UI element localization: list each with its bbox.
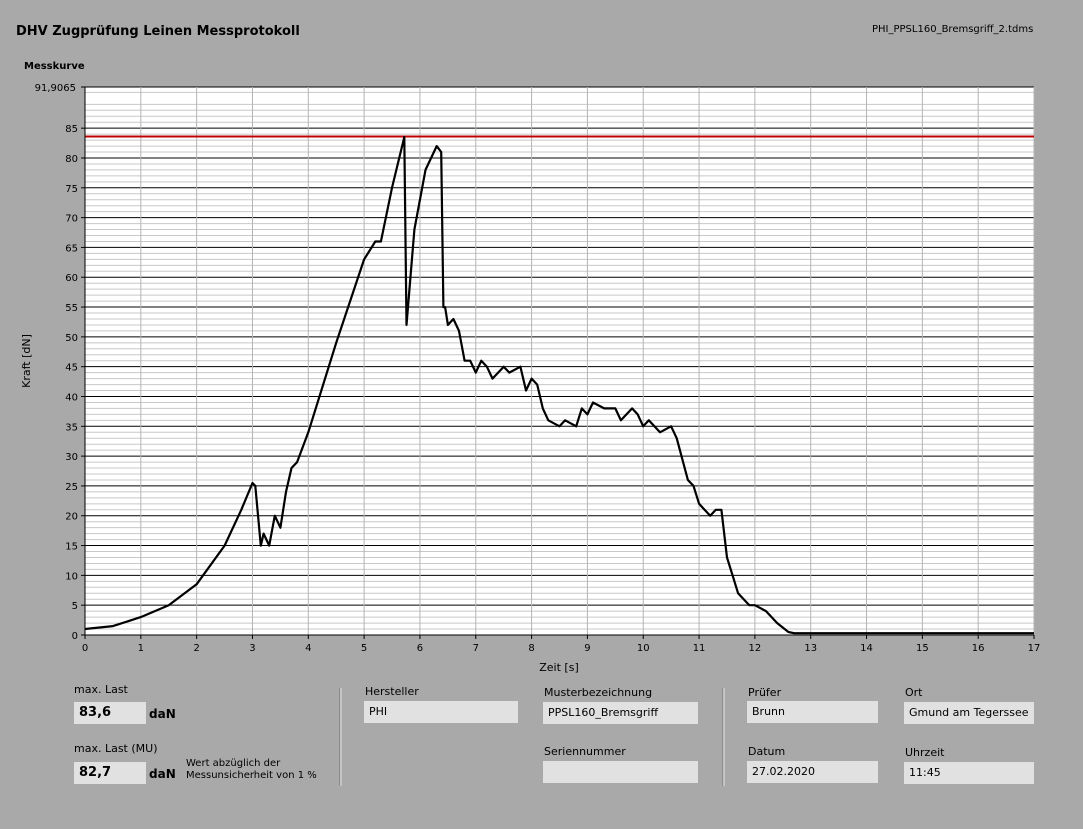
hersteller-label: Hersteller	[365, 685, 419, 698]
x-tick-label: 7	[473, 643, 479, 654]
y-tick-label: 45	[65, 363, 78, 374]
y-tick-label: 5	[72, 601, 78, 612]
file-name: PHI_PPSL160_Bremsgriff_2.tdms	[872, 24, 1034, 35]
curve-label: Messkurve	[24, 61, 85, 72]
y-tick-label: 20	[65, 512, 78, 523]
y-tick-label: 65	[65, 243, 78, 254]
y-tick-label: 85	[65, 124, 78, 135]
x-tick-label: 17	[1028, 643, 1041, 654]
x-tick-label: 2	[193, 643, 199, 654]
x-tick-label: 11	[693, 643, 706, 654]
y-tick-label: 50	[65, 333, 78, 344]
y-tick-label: 30	[65, 452, 78, 463]
x-tick-label: 3	[249, 643, 255, 654]
y-tick-label: 60	[65, 273, 78, 284]
x-tick-label: 1	[138, 643, 144, 654]
max-load-value: 83,6	[74, 702, 146, 724]
y-tick-label: 35	[65, 422, 78, 433]
x-tick-label: 9	[584, 643, 590, 654]
datum-label: Datum	[748, 745, 786, 758]
x-tick-label: 4	[305, 643, 311, 654]
y-tick-label: 40	[65, 392, 78, 403]
y-axis-label: Kraft [dN]	[20, 334, 33, 388]
max-load-mu-label: max. Last (MU)	[74, 742, 158, 755]
y-tick-label: 25	[65, 482, 78, 493]
max-load-label: max. Last	[74, 683, 128, 696]
x-tick-label: 6	[417, 643, 423, 654]
divider	[722, 688, 725, 786]
musterbezeichnung-field[interactable]: PPSL160_Bremsgriff	[543, 702, 698, 724]
max-load-mu-unit: daN	[149, 767, 176, 781]
max-load-unit: daN	[149, 707, 176, 721]
uhrzeit-label: Uhrzeit	[905, 746, 945, 759]
x-axis-label: Zeit [s]	[539, 661, 578, 674]
y-tick-label: 75	[65, 184, 78, 195]
y-tick-label: 70	[65, 214, 78, 225]
page-title: DHV Zugprüfung Leinen Messprotokoll	[16, 24, 300, 39]
y-tick-label: 80	[65, 154, 78, 165]
ort-label: Ort	[905, 686, 923, 699]
x-tick-label: 5	[361, 643, 367, 654]
y-tick-label: 10	[65, 571, 78, 582]
x-tick-label: 13	[804, 643, 817, 654]
y-top-label: 91,9065	[35, 83, 76, 94]
x-tick-label: 12	[749, 643, 762, 654]
datum-field[interactable]: 27.02.2020	[747, 761, 878, 783]
musterbezeichnung-label: Musterbezeichnung	[544, 686, 653, 699]
x-tick-label: 8	[528, 643, 534, 654]
y-tick-label: 15	[65, 542, 78, 553]
max-load-mu-note: Wert abzüglich der Messunsicherheit von …	[186, 758, 317, 781]
uhrzeit-field[interactable]: 11:45	[904, 762, 1034, 784]
pruefer-label: Prüfer	[748, 686, 782, 699]
force-curve	[84, 136, 1034, 635]
major-grid	[85, 86, 1035, 635]
x-tick-labels: 0 1 2 3 4 5 6 7 8 9 10 11 12 13 14 15 16 17	[82, 635, 1041, 654]
y-tick-label: 55	[65, 303, 78, 314]
x-tick-label: 14	[860, 643, 873, 654]
x-tick-label: 0	[82, 643, 88, 654]
divider	[339, 688, 342, 786]
max-load-mu-value: 82,7	[74, 762, 146, 784]
y-tick-label: 0	[72, 631, 78, 642]
x-tick-label: 10	[637, 643, 650, 654]
seriennummer-label: Seriennummer	[544, 745, 626, 758]
y-tick-labels: 0 5 10 15 20 25 30 35 40 45 50 55 60 65 70 75 80 85	[65, 86, 85, 642]
pruefer-field[interactable]: Brunn	[747, 701, 878, 723]
x-tick-label: 16	[972, 643, 985, 654]
seriennummer-field[interactable]	[543, 761, 698, 783]
minor-grid	[85, 91, 1034, 630]
ort-field[interactable]: Gmund am Tegerssee	[904, 702, 1034, 724]
hersteller-field[interactable]: PHI	[364, 701, 518, 723]
x-tick-label: 15	[916, 643, 929, 654]
